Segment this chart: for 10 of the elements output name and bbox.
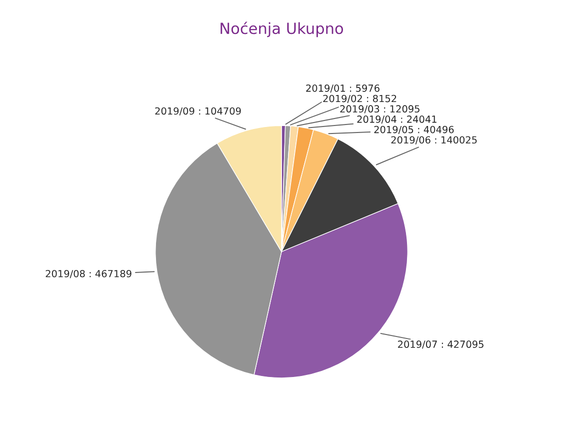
data-label: 2019/09 : 104709 [155,107,241,116]
data-label: 2019/07 : 427095 [398,340,484,349]
data-label: 2019/04 : 24041 [357,116,436,124]
data-label: 2019/06 : 140025 [391,136,477,144]
data-label: 2019/01 : 5976 [306,84,380,93]
data-label: 2019/08 : 467189 [46,270,132,278]
chart-title: Noćenja Ukupno [220,22,344,38]
data-label: 2019/02 : 8152 [323,94,396,103]
data-label: 2019/05 : 40496 [374,126,454,134]
data-label: 2019/03 : 12095 [340,105,420,114]
